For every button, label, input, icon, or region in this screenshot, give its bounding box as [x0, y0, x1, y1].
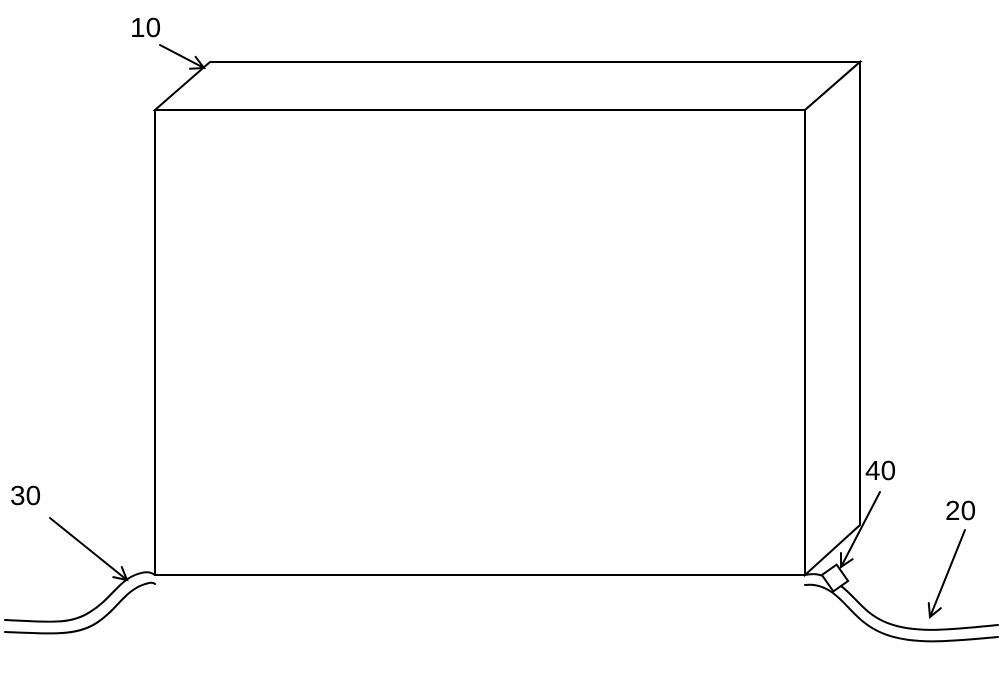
callout-label-30: 30 — [10, 480, 41, 512]
callout-label-20: 20 — [945, 495, 976, 527]
callout-label-10: 10 — [130, 12, 161, 44]
callout-label-40: 40 — [865, 455, 896, 487]
